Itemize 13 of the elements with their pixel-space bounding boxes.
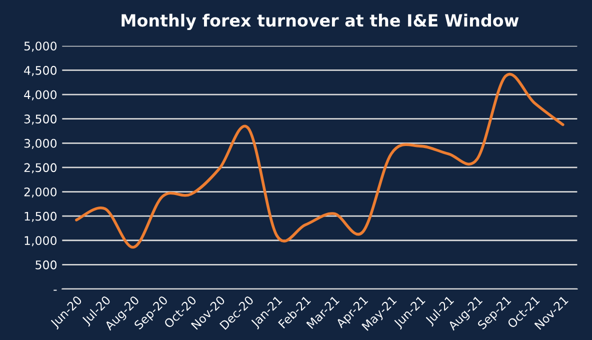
y-tick-label: 4,500 — [24, 66, 57, 76]
y-tick-label: 3,500 — [24, 114, 57, 125]
y-tick-label: 500 — [36, 260, 57, 270]
y-tick-label: 3,000 — [24, 138, 57, 149]
y-tick-label: 2,000 — [24, 187, 57, 198]
y-tick-label: 4,000 — [24, 90, 57, 100]
line-series — [75, 74, 564, 249]
y-tick-label: - — [54, 290, 57, 291]
y-tick-label: 5,000 — [24, 42, 57, 52]
y-tick-label: 2,500 — [24, 163, 57, 174]
y-tick-label: 1,500 — [24, 212, 57, 222]
y-tick-label: 1,000 — [24, 236, 57, 246]
chart-title: Monthly forex turnover at the I&E Window — [122, 14, 519, 30]
